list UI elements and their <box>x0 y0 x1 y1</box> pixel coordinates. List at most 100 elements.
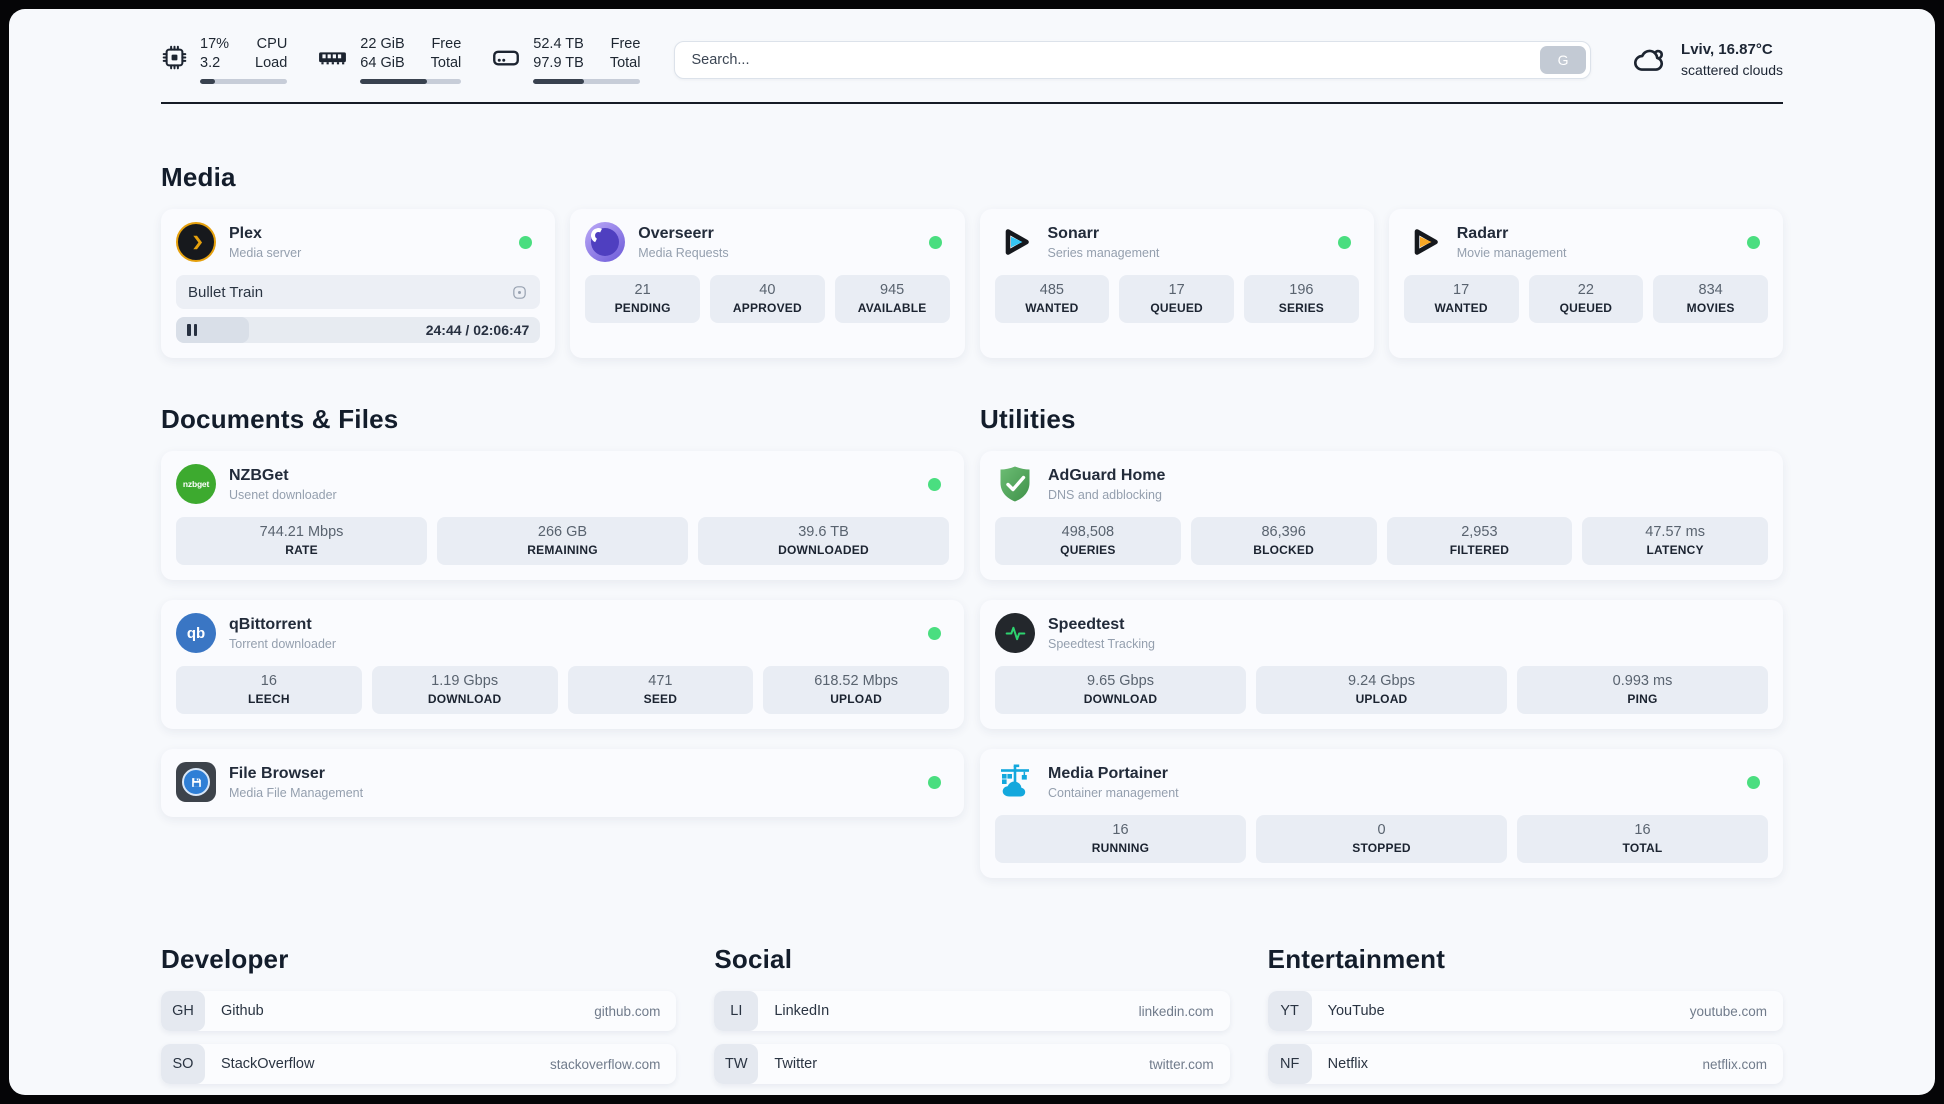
section-title-entertainment: Entertainment <box>1267 944 1446 975</box>
filebrowser-icon <box>176 762 216 803</box>
section-utilities: Utilities <box>980 404 1783 879</box>
app-card-filebrowser[interactable]: File Browser Media File Management <box>161 749 964 818</box>
cpu-progress-bar <box>200 79 288 85</box>
app-card-speedtest[interactable]: Speedtest Speedtest Tracking 9.65 Gbps D… <box>980 600 1783 730</box>
ram-icon <box>319 52 347 65</box>
stat-tile: 16 TOTAL <box>1517 815 1768 864</box>
now-playing-title: Bullet Train <box>188 283 264 301</box>
memory-metric: 22 GiB 64 GiB Free Total <box>317 35 462 85</box>
speedtest-icon <box>995 613 1035 654</box>
section-social: Social LI LinkedIn linkedin.com TW Twitt… <box>714 944 1230 1095</box>
disk-metric-body: 52.4 TB 97.9 TB Free Total <box>533 35 641 85</box>
app-description: Movie management <box>1456 245 1567 260</box>
now-playing-bar: Bullet Train <box>176 275 541 310</box>
memory-total-label: Total <box>430 55 462 72</box>
app-description: DNS and adblocking <box>1048 487 1162 502</box>
stat-tile: 834 MOVIES <box>1653 275 1768 324</box>
online-status-dot <box>928 775 941 789</box>
cast-icon[interactable] <box>511 284 528 301</box>
stat-tile: 21 PENDING <box>585 275 700 324</box>
app-card-portainer[interactable]: Media Portainer Container management 16 … <box>980 749 1783 879</box>
link-linkedin[interactable]: LI LinkedIn linkedin.com <box>714 991 1230 1032</box>
memory-metric-body: 22 GiB 64 GiB Free Total <box>360 35 462 85</box>
app-description: Series management <box>1047 245 1160 260</box>
section-media: Media Plex Media server Bullet Train <box>161 162 1783 359</box>
stat-tile: 2,953 FILTERED <box>1386 517 1573 566</box>
app-card-sonarr[interactable]: Sonarr Series management 485 WANTED 17 Q… <box>979 209 1374 359</box>
cpu-load-value: 3.2 <box>200 55 221 72</box>
app-card-nzbget[interactable]: nzbget NZBGet Usenet downloader 744.21 M… <box>161 451 964 581</box>
playback-progress-bar[interactable]: 24:44 / 02:06:47 <box>176 317 541 344</box>
cpu-metric: 17% 3.2 CPU Load <box>161 35 288 85</box>
app-name: qBittorrent <box>229 615 312 633</box>
link-abbr: NF <box>1267 1044 1312 1085</box>
online-status-dot <box>928 235 942 249</box>
weather-condition: scattered clouds <box>1681 62 1783 79</box>
disk-icon <box>493 50 520 66</box>
app-card-adguard[interactable]: AdGuard Home DNS and adblocking 498,508 … <box>980 451 1783 581</box>
stat-tile: 0 STOPPED <box>1256 815 1507 864</box>
stat-tile: 744.21 Mbps RATE <box>176 517 427 566</box>
stat-tile: 485 WANTED <box>994 275 1110 324</box>
stat-tile: 40 APPROVED <box>710 275 825 324</box>
stat-tile: 16 LEECH <box>176 666 362 715</box>
app-description: Container management <box>1048 785 1179 800</box>
link-youtube[interactable]: YT YouTube youtube.com <box>1267 991 1783 1032</box>
top-bar: 17% 3.2 CPU Load <box>161 35 1783 85</box>
app-card-overseerr[interactable]: Overseerr Media Requests 21 PENDING 40 A… <box>570 209 965 359</box>
playback-time: 24:44 / 02:06:47 <box>425 322 530 339</box>
section-title-social: Social <box>714 944 793 975</box>
section-title-utilities: Utilities <box>980 404 1076 435</box>
nzbget-icon: nzbget <box>176 464 216 505</box>
search-bar: G <box>674 40 1592 79</box>
search-input[interactable] <box>674 40 1592 79</box>
portainer-icon <box>995 762 1035 802</box>
stat-tile: 945 AVAILABLE <box>834 275 950 324</box>
app-card-qbittorrent[interactable]: qb qBittorrent Torrent downloader 16 LEE… <box>161 600 964 730</box>
weather-location-temp: Lviv, 16.87°C <box>1681 40 1773 58</box>
app-description: Media server <box>229 245 302 260</box>
link-twitter[interactable]: TW Twitter twitter.com <box>714 1044 1230 1085</box>
stat-tile: 47.57 ms LATENCY <box>1582 517 1768 566</box>
cpu-load-label: Load <box>255 55 288 72</box>
section-documents: Documents & Files nzbget NZBGet Usenet d… <box>161 404 964 878</box>
cpu-progress-fill <box>200 79 215 85</box>
link-github[interactable]: GH Github github.com <box>161 991 677 1032</box>
memory-progress-bar <box>360 79 462 85</box>
app-name: Sonarr <box>1047 224 1100 242</box>
app-description: Torrent downloader <box>229 636 337 651</box>
link-stackoverflow[interactable]: SO StackOverflow stackoverflow.com <box>161 1044 677 1085</box>
disk-free-label: Free <box>610 36 641 52</box>
stat-tile: 86,396 BLOCKED <box>1190 517 1377 566</box>
disk-free-value: 52.4 TB <box>533 36 584 52</box>
stat-tile: 196 SERIES <box>1244 275 1359 324</box>
search-engine-button[interactable]: G <box>1540 45 1587 74</box>
app-name: AdGuard Home <box>1048 466 1166 484</box>
memory-total-value: 64 GiB <box>360 55 405 72</box>
section-entertainment: Entertainment YT YouTube youtube.com NF … <box>1267 944 1783 1095</box>
section-title-documents: Documents & Files <box>161 404 399 435</box>
radarr-icon <box>1404 222 1444 262</box>
header-divider <box>161 102 1783 105</box>
app-name: NZBGet <box>229 466 289 484</box>
app-description: Speedtest Tracking <box>1048 636 1156 651</box>
online-status-dot <box>1337 235 1351 249</box>
stat-tile: 266 GB REMAINING <box>437 517 688 566</box>
stat-tile: 1.19 Gbps DOWNLOAD <box>371 666 558 715</box>
section-title-media: Media <box>161 162 236 193</box>
stat-tile: 0.993 ms PING <box>1517 666 1768 715</box>
disk-metric: 52.4 TB 97.9 TB Free Total <box>491 35 641 85</box>
link-abbr: TW <box>714 1044 759 1085</box>
app-description: Media File Management <box>229 785 364 800</box>
section-title-developer: Developer <box>161 944 289 975</box>
sonarr-icon <box>995 222 1035 262</box>
online-status-dot <box>928 477 941 491</box>
stat-tile: 9.65 Gbps DOWNLOAD <box>995 666 1246 715</box>
link-netflix[interactable]: NF Netflix netflix.com <box>1267 1044 1783 1085</box>
app-card-radarr[interactable]: Radarr Movie management 17 WANTED 22 QUE… <box>1388 209 1783 359</box>
app-name: Overseerr <box>638 224 714 242</box>
app-card-plex[interactable]: Plex Media server Bullet Train <box>161 209 556 359</box>
pause-icon[interactable] <box>187 324 197 337</box>
disk-progress-fill <box>533 79 584 85</box>
